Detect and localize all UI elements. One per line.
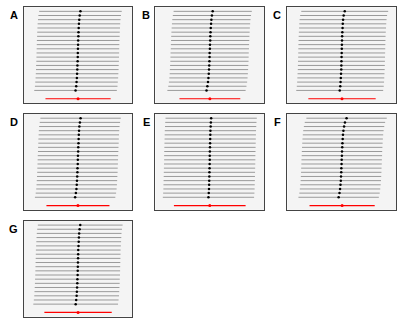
svg-text:B: B [142,9,150,21]
svg-text:G: G [9,223,18,235]
svg-text:A: A [10,9,18,21]
svg-text:E: E [143,116,150,128]
svg-text:D: D [10,116,18,128]
svg-text:C: C [273,9,281,21]
svg-text:F: F [274,116,281,128]
